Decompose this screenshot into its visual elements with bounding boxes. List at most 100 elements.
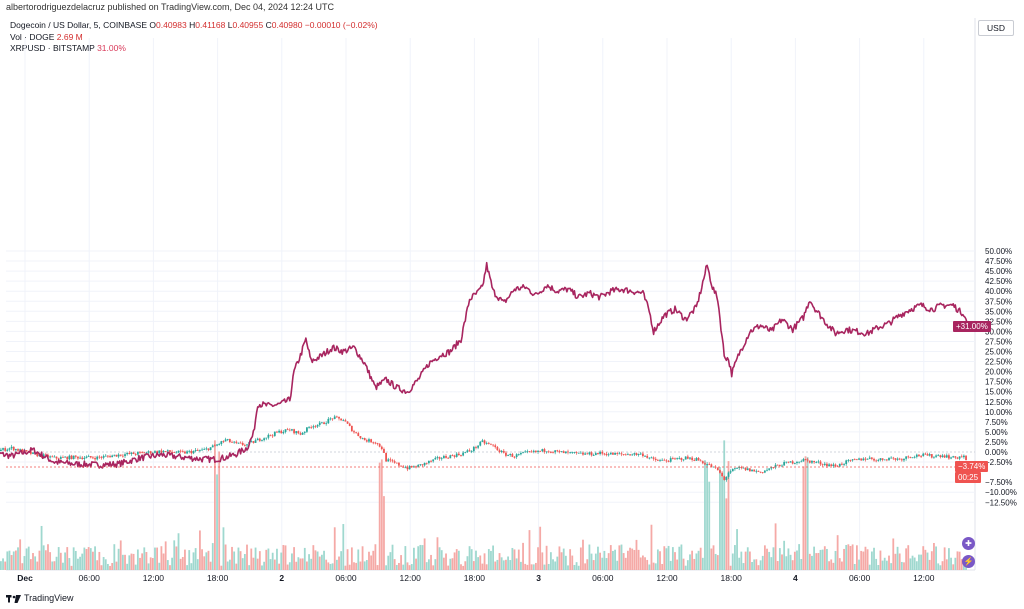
legend-compare-row[interactable]: XRPUSD · BITSTAMP 31.00% <box>10 43 378 55</box>
candle <box>216 444 218 447</box>
volume-bar <box>537 547 539 570</box>
volume-bar <box>130 553 133 570</box>
volume-bar <box>451 558 454 570</box>
volume-bar <box>62 562 64 570</box>
candle-body <box>841 463 843 465</box>
volume-bar <box>104 559 107 570</box>
volume-bar <box>841 561 843 570</box>
volume-bar <box>231 546 233 570</box>
volume-bar <box>635 539 638 570</box>
volume-bar <box>746 547 749 570</box>
candle <box>719 469 721 474</box>
candle <box>680 457 683 462</box>
candle <box>402 464 405 468</box>
volume-bar <box>171 557 173 570</box>
candle-body <box>556 450 559 452</box>
volume-bar <box>23 556 26 570</box>
candle-body <box>472 446 475 452</box>
candle-body <box>564 451 567 454</box>
published-by-line: albertorodriguezdelacruz published on Tr… <box>6 2 335 12</box>
candle <box>318 420 321 427</box>
candle-body <box>383 449 385 453</box>
candle-body <box>273 431 276 436</box>
currency-selector[interactable]: USD <box>978 20 1014 36</box>
candle-body <box>609 452 612 455</box>
add-indicator-button[interactable]: ✚ <box>962 537 975 550</box>
candle <box>656 458 659 461</box>
candle-body <box>781 465 783 467</box>
volume-bar <box>704 460 706 570</box>
candle <box>928 452 931 457</box>
volume-bar <box>532 564 535 570</box>
candle <box>903 458 905 462</box>
candle-body <box>378 443 381 447</box>
candle <box>359 435 362 440</box>
candle <box>295 430 298 436</box>
candle <box>639 451 642 455</box>
candle-body <box>430 460 432 462</box>
volume-bar <box>370 555 373 570</box>
candle <box>763 470 766 474</box>
candle <box>445 454 447 459</box>
volume-bar <box>475 550 477 570</box>
candle-body <box>359 436 362 439</box>
volume-bar <box>802 466 805 570</box>
candle <box>72 455 75 460</box>
volume-bar <box>205 552 208 570</box>
candle-body <box>400 465 402 467</box>
candle <box>119 454 122 457</box>
x-axis[interactable]: Dec 06:00 12:00 18:00 2 06:00 12:00 18:00 3 06:00… <box>17 573 934 583</box>
candle <box>438 456 441 461</box>
candle <box>66 456 69 461</box>
candle-body <box>425 462 428 464</box>
candle <box>291 428 293 432</box>
candle <box>526 449 529 454</box>
volume-bar <box>85 549 88 570</box>
legend-volume-row[interactable]: Vol · DOGE 2.69 M <box>10 32 378 44</box>
candle-body <box>74 455 77 457</box>
candle <box>751 469 753 472</box>
volume-bar <box>40 525 43 570</box>
candle-body <box>616 453 619 454</box>
candle-body <box>442 456 445 459</box>
legend-main-row[interactable]: Dogecoin / US Dollar, 5, COINBASE O0.409… <box>10 20 378 32</box>
candle-body <box>269 434 272 436</box>
candle <box>834 463 837 467</box>
volume-bar <box>151 558 154 570</box>
volume-bar <box>562 548 565 570</box>
volume-bar <box>832 562 835 570</box>
candle <box>960 454 963 458</box>
candle-body <box>344 420 347 422</box>
volume-bar <box>706 464 708 570</box>
candle-body <box>808 460 811 463</box>
candle-body <box>571 452 574 454</box>
volume-bar <box>650 524 653 570</box>
y-axis[interactable]: 50.00%47.50%45.00%42.50%40.00%37.50%35.0… <box>985 247 1017 507</box>
volume-bar <box>14 550 17 570</box>
candle-body <box>139 452 141 453</box>
volume-bar <box>922 546 925 570</box>
candle <box>883 459 886 461</box>
ohlc-change: −0.00010 (−0.02%) <box>304 20 378 30</box>
volume-bar <box>674 552 676 570</box>
volume-bar <box>222 527 225 570</box>
candle <box>806 457 809 463</box>
candle-body <box>462 452 465 456</box>
lightning-button[interactable]: ⚡ <box>962 555 975 568</box>
candle-body <box>706 463 708 465</box>
y-tick-label: 15.00% <box>985 388 1012 397</box>
candle-body <box>141 452 144 453</box>
candle-body <box>276 431 278 433</box>
volume-bar <box>267 548 270 570</box>
volume-bar <box>755 559 758 570</box>
candle <box>915 453 918 459</box>
volume-bar <box>79 556 81 570</box>
volume-bar <box>51 561 54 570</box>
symbol-title[interactable]: Dogecoin / US Dollar, 5, COINBASE <box>10 20 148 30</box>
candle <box>363 437 366 441</box>
candle <box>460 454 462 457</box>
candle-body <box>70 455 73 460</box>
candle-body <box>661 459 664 461</box>
candle-body <box>597 453 599 454</box>
